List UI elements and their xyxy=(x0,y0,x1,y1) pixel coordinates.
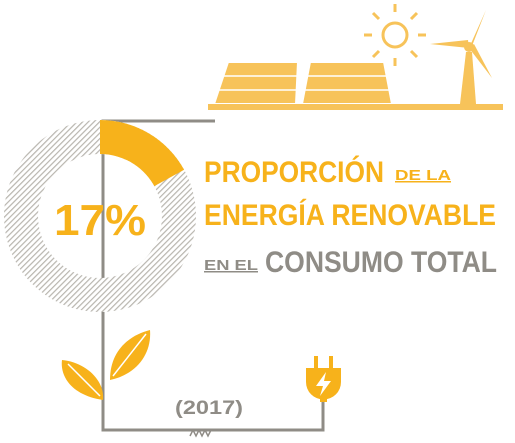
wind-turbine xyxy=(430,10,492,104)
leaves xyxy=(61,330,151,400)
donut-chart xyxy=(4,120,196,312)
donut-segment xyxy=(100,120,185,187)
title-small: DE LA xyxy=(395,167,451,184)
leaf-veins xyxy=(67,333,147,397)
title-line: ENERGÍA RENOVABLE xyxy=(204,198,496,232)
solar-panels xyxy=(212,61,394,105)
year-label: (2017) xyxy=(175,398,243,419)
frame xyxy=(101,119,325,432)
sun xyxy=(364,4,426,66)
title-line: CONSUMO TOTAL xyxy=(265,246,497,279)
title-line: PROPORCIÓN xyxy=(204,155,384,189)
zigzag xyxy=(189,428,212,438)
ground xyxy=(208,104,503,110)
plug-icon xyxy=(306,356,341,402)
title-small: EN EL xyxy=(204,257,258,274)
data-label: 17% xyxy=(54,196,146,245)
